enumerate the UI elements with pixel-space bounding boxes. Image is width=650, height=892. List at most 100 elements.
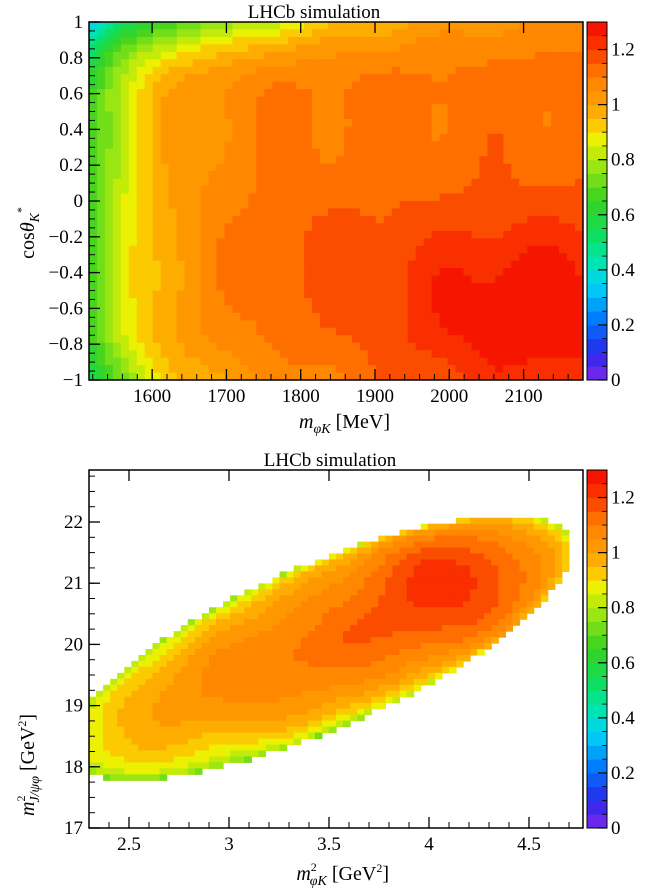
- heatmap-cell: [375, 59, 385, 68]
- heatmap-cell: [343, 690, 351, 698]
- heatmap-cell: [439, 171, 449, 180]
- heatmap-cell: [208, 268, 218, 277]
- heatmap-cell: [168, 290, 178, 299]
- heatmap-cell: [336, 223, 345, 232]
- heatmap-cell: [104, 89, 114, 98]
- heatmap-cell: [336, 66, 345, 75]
- heatmap-cell: [200, 238, 210, 247]
- heatmap-cell: [144, 66, 154, 75]
- heatmap-cell: [168, 305, 178, 314]
- heatmap-cell: [168, 350, 178, 359]
- heatmap-cell: [300, 714, 309, 722]
- heatmap-cell: [511, 260, 520, 269]
- heatmap-cell: [194, 672, 203, 680]
- heatmap-cell: [399, 619, 408, 626]
- panel-1-y-ticks: −1−0.8−0.6−0.4−0.200.20.40.60.81: [49, 12, 100, 391]
- heatmap-cell: [144, 238, 154, 247]
- heatmap-cell: [447, 312, 457, 321]
- heatmap-cell: [455, 186, 465, 195]
- heatmap-cell: [248, 253, 257, 262]
- heatmap-cell: [423, 253, 433, 262]
- heatmap-cell: [224, 22, 234, 31]
- heatmap-cell: [152, 357, 162, 366]
- heatmap-cell: [505, 571, 514, 578]
- heatmap-cell: [124, 708, 132, 716]
- heatmap-cell: [300, 595, 309, 602]
- heatmap-cell: [89, 708, 97, 716]
- heatmap-cell: [280, 96, 289, 105]
- heatmap-cell: [559, 268, 568, 277]
- heatmap-cell: [216, 111, 226, 120]
- heatmap-cell: [187, 744, 196, 752]
- heatmap-cell: [423, 201, 433, 210]
- heatmap-cell: [244, 631, 252, 638]
- heatmap-cell: [244, 732, 252, 740]
- heatmap-cell: [312, 36, 321, 45]
- heatmap-cell: [383, 171, 393, 180]
- heatmap-cell: [551, 44, 560, 53]
- heatmap-cell: [128, 66, 138, 75]
- heatmap-cell: [378, 678, 386, 686]
- heatmap-cell: [230, 714, 238, 722]
- heatmap-cell: [230, 672, 238, 680]
- heatmap-cell: [391, 96, 401, 105]
- heatmap-cell: [237, 625, 245, 632]
- heatmap-cell: [208, 690, 217, 698]
- heatmap-cell: [399, 535, 408, 543]
- heatmap-cell: [367, 372, 377, 380]
- heatmap-cell: [117, 690, 125, 698]
- heatmap-cell: [208, 156, 218, 165]
- heatmap-cell: [296, 350, 305, 359]
- heatmap-cell: [208, 141, 218, 150]
- heatmap-cell: [439, 275, 449, 284]
- heatmap-cell: [200, 268, 210, 277]
- heatmap-cell: [420, 660, 429, 668]
- heatmap-cell: [351, 238, 361, 247]
- heatmap-cell: [503, 260, 512, 269]
- heatmap-cell: [201, 613, 210, 620]
- heatmap-cell: [216, 678, 224, 686]
- heatmap-cell: [413, 553, 422, 561]
- heatmap-cell: [367, 327, 377, 336]
- heatmap-cell: [320, 59, 329, 68]
- heatmap-cell: [383, 59, 393, 68]
- heatmap-cell: [314, 583, 323, 590]
- heatmap-cell: [375, 133, 385, 142]
- heatmap-cell: [479, 350, 488, 359]
- heatmap-cell: [406, 607, 415, 614]
- heatmap-cell: [152, 672, 161, 680]
- heatmap-cell: [328, 678, 337, 686]
- panel-1-x-ticks: 1600 1700 1800 1900 2000 2100: [92, 22, 584, 407]
- heatmap-cell: [89, 350, 98, 359]
- heatmap-cell: [350, 565, 358, 573]
- heatmap-cell: [256, 342, 265, 351]
- heatmap-cell: [357, 583, 365, 590]
- heatmap-cell: [320, 133, 329, 142]
- heatmap-cell: [304, 104, 313, 113]
- heatmap-cell: [264, 74, 273, 83]
- heatmap-cell: [343, 643, 351, 650]
- heatmap-cell: [471, 230, 481, 239]
- heatmap-cell: [248, 193, 257, 202]
- heatmap-cell: [463, 133, 473, 142]
- heatmap-cell: [208, 625, 217, 632]
- heatmap-cell: [152, 223, 162, 232]
- heatmap-cell: [519, 297, 528, 307]
- heatmap-cell: [455, 163, 465, 172]
- heatmap-cell: [407, 59, 417, 68]
- heatmap-cell: [272, 186, 281, 195]
- heatmap-cell: [423, 327, 433, 336]
- heatmap-cell: [527, 44, 536, 53]
- heatmap-cell: [280, 365, 289, 374]
- heatmap-cell: [320, 36, 329, 45]
- heatmap-cell: [567, 372, 576, 380]
- heatmap-cell: [375, 350, 385, 359]
- heatmap-cell: [479, 36, 488, 45]
- heatmap-cell: [223, 625, 231, 632]
- heatmap-cell: [385, 571, 394, 578]
- heatmap-cell: [120, 327, 130, 336]
- heatmap-cell: [200, 230, 210, 239]
- heatmap-cell: [145, 750, 154, 757]
- heatmap-cell: [399, 625, 408, 632]
- color-scale-band: [587, 201, 607, 216]
